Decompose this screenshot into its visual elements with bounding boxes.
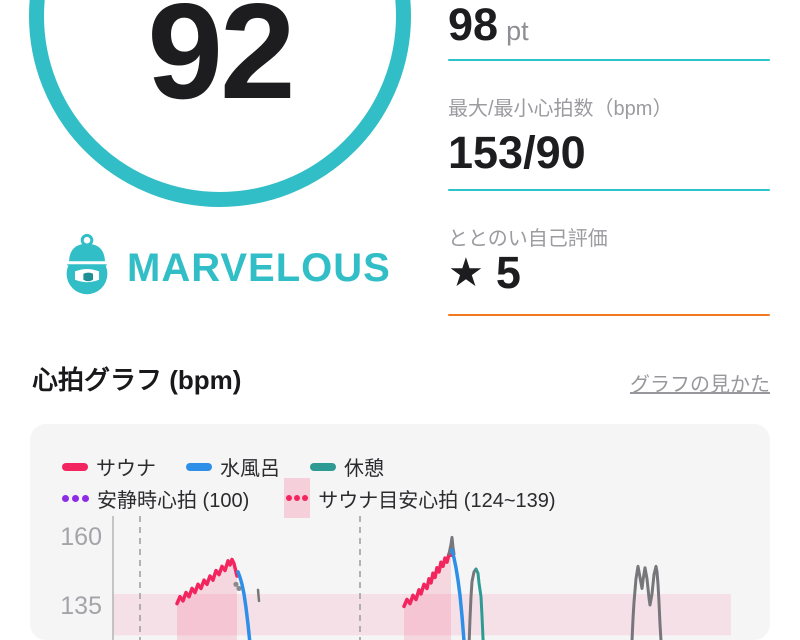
legend-item-sauna: サウナ: [62, 452, 156, 481]
score-value: 92: [147, 0, 295, 127]
graph-help-link[interactable]: グラフの見かた: [630, 374, 770, 396]
svg-text:135: 135: [60, 592, 102, 620]
target-band-swatch: [284, 478, 311, 518]
sauna-hat-icon: [57, 233, 117, 303]
legend-label: サウナ: [96, 458, 156, 480]
legend-item-target-band: サウナ目安心拍 (124~139): [284, 478, 556, 518]
rest-line-swatch: [310, 462, 336, 471]
svg-text:160: 160: [60, 523, 102, 551]
resting-hr-dots-swatch: [62, 494, 89, 502]
heart-rate-label: 最大/最小心拍数（bpm）: [448, 98, 673, 120]
divider-teal-2: [448, 189, 770, 191]
rating-badge-label: MARVELOUS: [127, 246, 391, 290]
self-rating-value: 5: [495, 247, 521, 298]
legend-item-mizuburo: 水風呂: [186, 452, 280, 481]
water-line-swatch: [186, 462, 212, 471]
self-rating-value-row: ★ 5: [448, 250, 521, 295]
legend-item-resting-hr: 安静時心拍 (100): [62, 484, 249, 513]
heart-rate-value: 153/90: [448, 127, 586, 178]
divider-orange: [448, 314, 770, 316]
legend-row-1: サウナ 水風呂 休憩: [62, 452, 384, 481]
point-value: 98: [448, 0, 499, 50]
legend-label: 水風呂: [220, 458, 280, 480]
self-rating-label: ととのい自己評価: [448, 228, 608, 250]
legend-row-2: 安静時心拍 (100) サウナ目安心拍 (124~139): [62, 478, 556, 518]
section-title: 心拍グラフ (bpm): [32, 365, 242, 395]
legend-item-rest: 休憩: [310, 452, 384, 481]
point-stat: 98 pt: [448, 2, 529, 47]
sauna-line-swatch: [62, 462, 88, 471]
heart-rate-chart: 160 135: [60, 516, 731, 640]
point-unit: pt: [506, 16, 529, 46]
legend-label: 休憩: [344, 458, 384, 480]
divider-teal-1: [448, 59, 770, 61]
legend-label: サウナ目安心拍 (124~139): [318, 489, 556, 512]
rating-badge: MARVELOUS: [57, 233, 391, 303]
legend-label: 安静時心拍 (100): [97, 489, 250, 512]
star-icon: ★: [448, 250, 484, 295]
